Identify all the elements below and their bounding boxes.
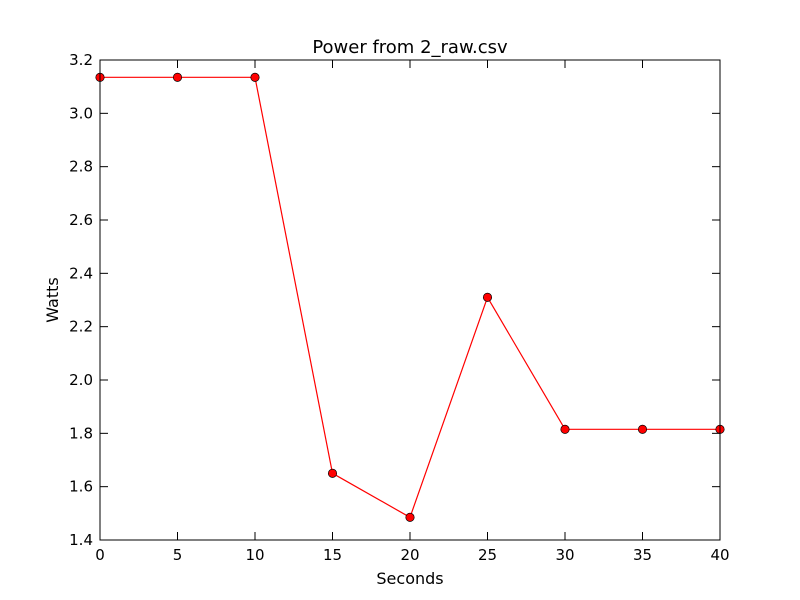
x-axis-label: Seconds xyxy=(376,569,443,588)
data-point xyxy=(560,424,570,434)
y-axis-label: Watts xyxy=(43,277,62,322)
y-tick-label: 2.8 xyxy=(69,158,93,176)
x-tick-label: 10 xyxy=(245,546,264,564)
x-tick-label: 40 xyxy=(710,546,729,564)
y-tick-label: 2.0 xyxy=(69,371,93,389)
data-point xyxy=(250,72,260,82)
x-tick-label: 5 xyxy=(173,546,183,564)
ticks-layer: 0 5 10 15 20 25 30 35 40 1.4 1.6 1.8 2.0 2.2 2.4 2.6 2.8… xyxy=(69,51,729,564)
data-point xyxy=(327,468,338,478)
y-tick-label: 3.0 xyxy=(69,104,93,122)
y-tick-label: 2.2 xyxy=(69,318,93,336)
x-tick-label: 35 xyxy=(633,546,652,564)
x-tick-label: 0 xyxy=(95,546,105,564)
x-tick-label: 20 xyxy=(400,546,419,564)
y-tick-label: 1.6 xyxy=(69,478,93,496)
plot-area xyxy=(100,60,720,540)
data-point xyxy=(637,424,648,434)
y-tick-label: 2.6 xyxy=(69,211,93,229)
y-tick-label: 1.8 xyxy=(69,424,93,442)
series-layer xyxy=(95,72,725,522)
x-tick-label: 30 xyxy=(555,546,574,564)
data-point xyxy=(482,292,493,302)
x-tick-label: 15 xyxy=(323,546,342,564)
x-tick-label: 25 xyxy=(478,546,497,564)
y-tick-label: 1.4 xyxy=(69,531,93,549)
plot-background xyxy=(100,60,720,540)
data-point xyxy=(405,512,415,522)
chart-title: Power from 2_raw.csv xyxy=(312,37,508,58)
y-tick-label: 3.2 xyxy=(69,51,93,69)
data-point xyxy=(172,72,183,82)
y-tick-label: 2.4 xyxy=(69,264,93,282)
